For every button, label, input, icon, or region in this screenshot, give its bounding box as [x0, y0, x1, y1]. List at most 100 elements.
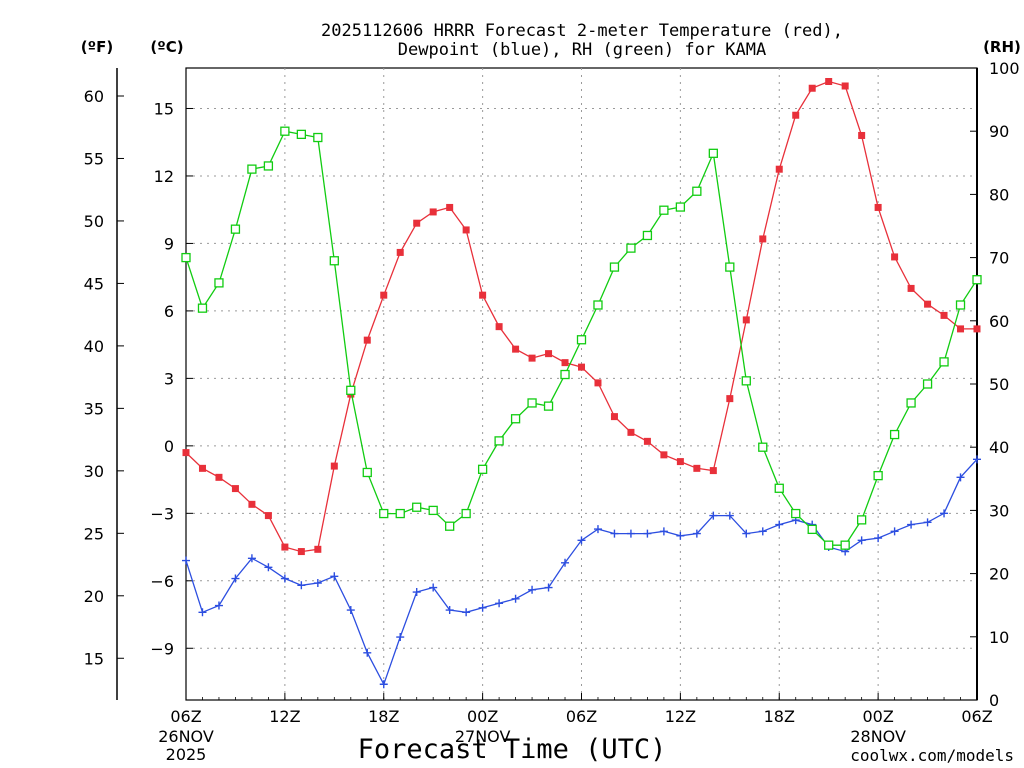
- rh-point: [429, 506, 437, 514]
- rh-point: [891, 431, 899, 439]
- temp-point: [644, 438, 651, 445]
- f-tick-label: 60: [84, 87, 104, 106]
- temp-point: [842, 82, 849, 89]
- rh-point: [610, 263, 618, 271]
- chart-title-line2: Dewpoint (blue), RH (green) for KAMA: [398, 40, 766, 60]
- dew-point: [660, 527, 668, 535]
- rh-point: [643, 231, 651, 239]
- temp-point: [710, 467, 717, 474]
- dew-point: [858, 536, 866, 544]
- rh-point: [709, 149, 717, 157]
- temp-point: [298, 548, 305, 555]
- temp-point: [183, 449, 190, 456]
- temp-point: [562, 359, 569, 366]
- x-tick-label: 12Z: [665, 707, 696, 726]
- temp-point: [825, 78, 832, 85]
- temp-point: [660, 451, 667, 458]
- rh-tick-label: 50: [989, 375, 1009, 394]
- rh-point: [676, 203, 684, 211]
- temp-point: [545, 350, 552, 357]
- f-tick-label: 40: [84, 337, 104, 356]
- watermark: coolwx.com/models: [850, 746, 1014, 765]
- c-tick-label: 0: [164, 437, 174, 456]
- x-tick-label: 18Z: [764, 707, 795, 726]
- dew-point: [198, 608, 206, 616]
- rh-point: [512, 415, 520, 423]
- temp-point: [314, 546, 321, 553]
- rh-point: [940, 358, 948, 366]
- dew-point: [462, 608, 470, 616]
- temp-point: [463, 226, 470, 233]
- rh-point: [462, 510, 470, 518]
- rh-point: [841, 541, 849, 549]
- c-tick-label: 6: [164, 302, 174, 321]
- dew-point: [479, 604, 487, 612]
- rh-tick-label: 30: [989, 501, 1009, 520]
- temp-point: [941, 312, 948, 319]
- c-tick-label: 15: [154, 99, 174, 118]
- rh-point: [578, 336, 586, 344]
- dew-point: [874, 534, 882, 542]
- temp-point: [578, 364, 585, 371]
- temp-point: [446, 204, 453, 211]
- dew-point: [594, 525, 602, 533]
- rh-point: [627, 244, 635, 252]
- dew-point: [512, 595, 520, 603]
- dew-point: [380, 680, 388, 688]
- x-tick-date-label: 26NOV: [158, 727, 214, 746]
- rh-point: [907, 399, 915, 407]
- rh-point: [231, 225, 239, 233]
- dew-point: [676, 532, 684, 540]
- temp-point: [397, 249, 404, 256]
- dew-point: [264, 563, 272, 571]
- rh-point: [347, 386, 355, 394]
- temp-point: [809, 85, 816, 92]
- dew-point: [627, 530, 635, 538]
- rh-point: [660, 206, 668, 214]
- f-tick-label: 35: [84, 399, 104, 418]
- temp-point: [265, 512, 272, 519]
- rh-point: [297, 130, 305, 138]
- x-tick-label: 06Z: [170, 707, 201, 726]
- fahrenheit-unit-label: (ºF): [81, 38, 113, 56]
- rh-point: [858, 516, 866, 524]
- temp-point: [726, 395, 733, 402]
- rh-point: [380, 510, 388, 518]
- temp-point: [281, 544, 288, 551]
- rh-point: [528, 399, 536, 407]
- dew-point: [528, 586, 536, 594]
- dew-point: [891, 527, 899, 535]
- x-tick-date-label: 2025: [166, 745, 207, 764]
- dew-point: [759, 527, 767, 535]
- temp-point: [364, 337, 371, 344]
- temp-point: [331, 463, 338, 470]
- temp-point: [891, 253, 898, 260]
- rh-point: [545, 402, 553, 410]
- rh-point: [264, 162, 272, 170]
- x-tick-label: 18Z: [368, 707, 399, 726]
- rh-point: [479, 465, 487, 473]
- rh-point: [363, 468, 371, 476]
- dew-point: [775, 521, 783, 529]
- rh-tick-label: 70: [989, 249, 1009, 268]
- temp-point: [924, 301, 931, 308]
- f-tick-label: 25: [84, 524, 104, 543]
- dew-point: [363, 649, 371, 657]
- dew-point: [610, 530, 618, 538]
- rh-point: [330, 257, 338, 265]
- dew-point: [281, 575, 289, 583]
- dew-point: [297, 581, 305, 589]
- dew-point: [347, 606, 355, 614]
- dew-point: [495, 599, 503, 607]
- rh-point: [396, 510, 404, 518]
- temp-point: [792, 112, 799, 119]
- temp-point: [430, 208, 437, 215]
- dew-point: [545, 584, 553, 592]
- dew-point: [396, 633, 404, 641]
- rh-point: [825, 541, 833, 549]
- rh-point: [248, 165, 256, 173]
- c-tick-label: −6: [150, 572, 174, 591]
- dew-point: [215, 602, 223, 610]
- f-tick-label: 45: [84, 274, 104, 293]
- rh-point: [413, 503, 421, 511]
